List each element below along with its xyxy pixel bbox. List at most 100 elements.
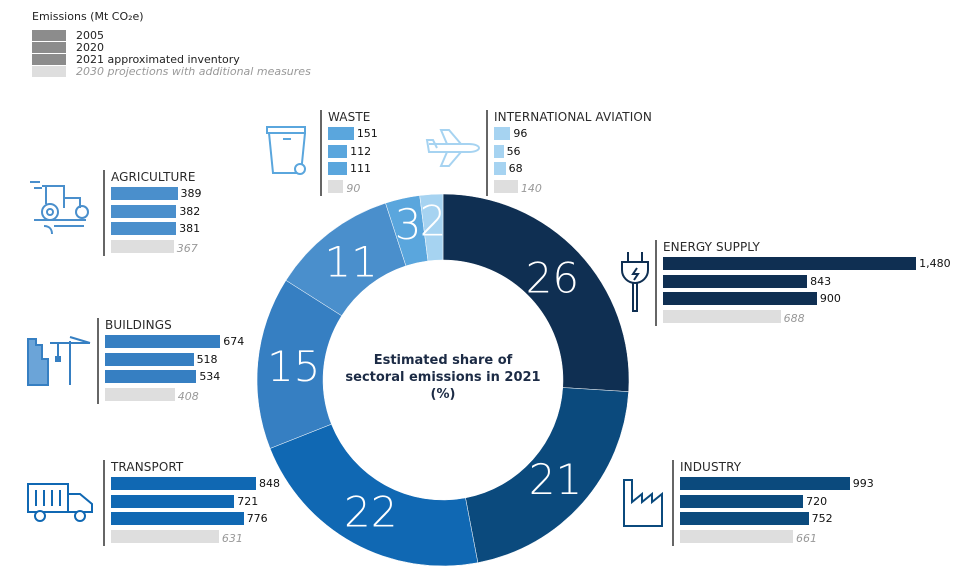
sector-title: TRANSPORT [111, 460, 184, 474]
bar-value: 96 [513, 127, 528, 140]
bar-2005 [111, 187, 178, 200]
factory-icon [623, 479, 663, 527]
bar-2020 [328, 144, 348, 158]
divider-line [655, 240, 657, 326]
bar-value: 382 [179, 204, 201, 218]
bar-value: 518 [196, 352, 218, 366]
bar-value: 389 [180, 187, 202, 200]
donut-share-label: 2 [420, 196, 447, 245]
bar-value: 900 [819, 292, 841, 305]
donut-slice-international-aviation [419, 193, 444, 262]
bar-2020 [663, 274, 808, 288]
divider-line [672, 460, 674, 546]
bar-value: 631 [221, 531, 243, 545]
legend-item-2020: 2020 [32, 40, 311, 54]
bar-value: 720 [806, 494, 828, 508]
bar-2030-projection [663, 309, 781, 323]
sector-title: INDUSTRY [680, 460, 742, 474]
bar-2030-projection [105, 387, 175, 401]
bar-2005 [111, 477, 256, 490]
legend-label: 2021 approximated inventory [76, 52, 240, 66]
bar-value: 776 [246, 512, 268, 525]
bar-2021 [111, 512, 244, 525]
donut-share-label: 15 [267, 342, 320, 391]
bar-value: 112 [350, 144, 372, 158]
bar-value: 688 [783, 311, 805, 325]
sector-title: ENERGY SUPPLY [663, 240, 760, 254]
bar-value: 661 [796, 531, 818, 545]
bar-value: 90 [346, 181, 361, 195]
bar-value: 848 [259, 477, 280, 490]
bar-2030-projection [680, 529, 794, 543]
bar-2020 [494, 144, 504, 158]
bar-value: 68 [508, 162, 523, 175]
donut-share-label: 26 [526, 253, 579, 302]
legend-swatch [32, 41, 66, 53]
legend-swatch [32, 29, 66, 41]
bar-2021 [680, 512, 809, 525]
bar-2021 [105, 370, 197, 383]
center-line-2: sectoral emissions in 2021 [345, 370, 541, 385]
bar-2020 [111, 204, 177, 218]
sector-title: BUILDINGS [105, 318, 172, 332]
plug-icon [621, 252, 649, 312]
legend-item-2030: 2030 projections with additional measure… [32, 64, 311, 78]
bar-value: 151 [356, 127, 378, 140]
legend-item-2021: 2021 approximated inventory [32, 52, 311, 66]
sector-title: INTERNATIONAL AVIATION [494, 110, 652, 124]
bar-value: 752 [811, 512, 833, 525]
bar-2030-projection [494, 179, 518, 193]
divider-line [103, 460, 105, 546]
bar-2020 [111, 494, 235, 508]
divider-line [486, 110, 488, 196]
bar-value: 408 [177, 389, 199, 403]
bar-value: 381 [179, 222, 201, 235]
donut-center-label: Estimated share of sectoral emissions in… [343, 352, 543, 403]
bar-value: 56 [506, 144, 521, 158]
legend-swatch [32, 65, 66, 77]
bar-2030-projection [111, 529, 219, 543]
bar-2021 [328, 162, 347, 175]
waste-bin-icon [266, 126, 306, 175]
center-line-3: (%) [430, 387, 456, 402]
legend-title: Emissions (Mt CO₂e) [32, 10, 144, 23]
sector-title: AGRICULTURE [111, 170, 196, 184]
bar-2005 [680, 477, 850, 490]
legend-item-2005: 2005 [32, 28, 311, 42]
bar-value: 367 [176, 241, 198, 255]
bar-2005 [494, 127, 511, 140]
donut-slice-transport [269, 423, 479, 567]
tractor-icon [30, 181, 89, 235]
divider-line [97, 318, 99, 404]
bar-2021 [663, 292, 817, 305]
sector-title: WASTE [328, 110, 371, 124]
bar-2005 [663, 257, 917, 270]
donut-share-label: 3 [395, 200, 422, 249]
bar-value: 993 [852, 477, 874, 490]
bar-2021 [111, 222, 177, 235]
bar-value: 1,480 [919, 257, 951, 270]
bar-2030-projection [111, 239, 174, 253]
bar-value: 721 [237, 494, 259, 508]
bar-value: 534 [199, 370, 221, 383]
bar-value: 111 [349, 162, 371, 175]
bar-2020 [680, 494, 804, 508]
bar-value: 140 [520, 181, 542, 195]
legend: Emissions (Mt CO₂e) 2005 2020 2021 appro… [32, 10, 311, 78]
donut-share-label: 21 [529, 455, 582, 504]
donut-share-label: 11 [324, 237, 377, 286]
bar-value: 843 [810, 274, 832, 288]
divider-line [320, 110, 322, 196]
donut-slice-energy-supply [442, 193, 630, 392]
legend-swatch [32, 53, 66, 65]
legend-label: 2020 [76, 40, 104, 54]
legend-label: 2030 projections with additional measure… [76, 64, 311, 78]
divider-line [103, 170, 105, 256]
bar-2005 [105, 335, 221, 348]
donut-share-label: 22 [344, 487, 397, 536]
legend-label: 2005 [76, 28, 104, 42]
bar-2021 [494, 162, 506, 175]
bar-2020 [105, 352, 194, 366]
